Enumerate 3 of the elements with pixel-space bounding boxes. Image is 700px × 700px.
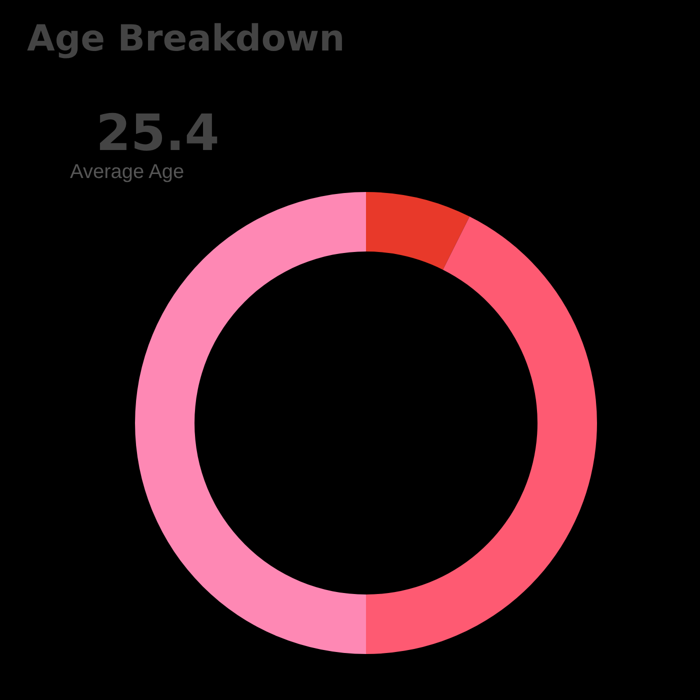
chart-title: Age Breakdown	[27, 18, 345, 60]
text: 25.4	[96, 104, 220, 162]
text: Average Age	[70, 161, 184, 183]
